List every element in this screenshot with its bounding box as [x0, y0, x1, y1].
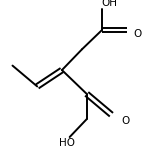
Text: HO: HO	[59, 138, 75, 148]
Text: O: O	[121, 116, 130, 126]
Text: OH: OH	[101, 0, 117, 8]
Text: O: O	[134, 29, 142, 39]
